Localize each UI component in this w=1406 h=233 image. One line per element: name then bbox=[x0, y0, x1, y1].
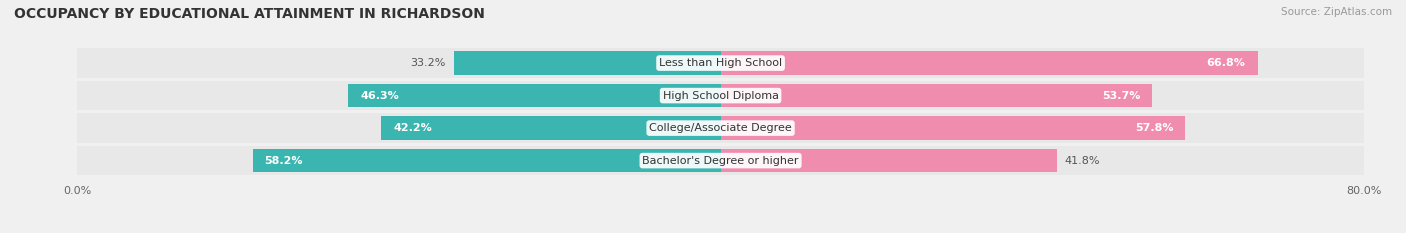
Bar bbox=[77, 81, 1364, 110]
Text: 33.2%: 33.2% bbox=[411, 58, 446, 68]
Text: 53.7%: 53.7% bbox=[1102, 91, 1140, 101]
Legend: Owner-occupied, Renter-occupied: Owner-occupied, Renter-occupied bbox=[596, 231, 845, 233]
Text: OCCUPANCY BY EDUCATIONAL ATTAINMENT IN RICHARDSON: OCCUPANCY BY EDUCATIONAL ATTAINMENT IN R… bbox=[14, 7, 485, 21]
Text: 58.2%: 58.2% bbox=[264, 156, 304, 166]
Bar bbox=[77, 146, 1364, 175]
Text: 41.8%: 41.8% bbox=[1064, 156, 1101, 166]
Bar bbox=[721, 51, 1258, 75]
Bar bbox=[77, 113, 1364, 143]
Text: High School Diploma: High School Diploma bbox=[662, 91, 779, 101]
Bar bbox=[253, 149, 721, 172]
Text: Less than High School: Less than High School bbox=[659, 58, 782, 68]
Bar bbox=[349, 84, 721, 107]
Bar bbox=[454, 51, 721, 75]
Bar bbox=[721, 84, 1153, 107]
Text: 66.8%: 66.8% bbox=[1206, 58, 1246, 68]
Text: Source: ZipAtlas.com: Source: ZipAtlas.com bbox=[1281, 7, 1392, 17]
Text: 57.8%: 57.8% bbox=[1135, 123, 1173, 133]
Text: 42.2%: 42.2% bbox=[394, 123, 432, 133]
Text: Bachelor's Degree or higher: Bachelor's Degree or higher bbox=[643, 156, 799, 166]
Bar bbox=[381, 116, 721, 140]
Bar bbox=[77, 48, 1364, 78]
Bar bbox=[721, 149, 1057, 172]
Bar bbox=[721, 116, 1185, 140]
Text: College/Associate Degree: College/Associate Degree bbox=[650, 123, 792, 133]
Text: 46.3%: 46.3% bbox=[360, 91, 399, 101]
